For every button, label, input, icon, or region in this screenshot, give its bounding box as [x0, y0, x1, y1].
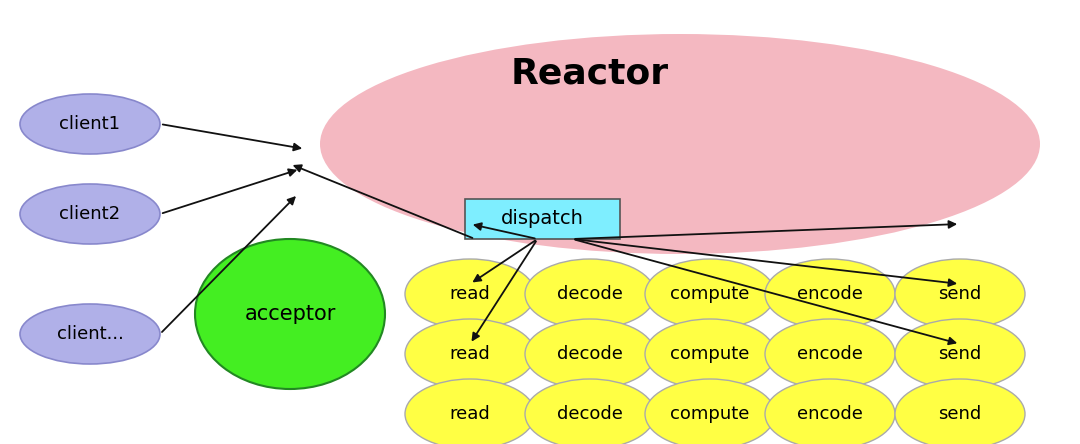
Text: encode: encode: [797, 345, 863, 363]
Text: decode: decode: [557, 405, 623, 423]
Ellipse shape: [320, 34, 1040, 254]
Ellipse shape: [525, 379, 654, 444]
Text: read: read: [449, 405, 490, 423]
Ellipse shape: [645, 379, 775, 444]
Text: dispatch: dispatch: [501, 210, 584, 229]
Text: read: read: [449, 345, 490, 363]
Ellipse shape: [21, 184, 160, 244]
Text: compute: compute: [671, 285, 750, 303]
Text: client2: client2: [59, 205, 121, 223]
Text: Reactor: Reactor: [511, 57, 670, 91]
Ellipse shape: [195, 239, 384, 389]
Text: compute: compute: [671, 345, 750, 363]
Text: encode: encode: [797, 405, 863, 423]
Ellipse shape: [765, 259, 895, 329]
Text: send: send: [939, 345, 982, 363]
Text: send: send: [939, 405, 982, 423]
Ellipse shape: [21, 94, 160, 154]
Ellipse shape: [765, 319, 895, 389]
Text: decode: decode: [557, 285, 623, 303]
Text: send: send: [939, 285, 982, 303]
Ellipse shape: [765, 379, 895, 444]
Ellipse shape: [525, 319, 654, 389]
Text: read: read: [449, 285, 490, 303]
Text: client...: client...: [56, 325, 123, 343]
Ellipse shape: [405, 319, 535, 389]
Ellipse shape: [895, 379, 1025, 444]
Ellipse shape: [645, 259, 775, 329]
Ellipse shape: [895, 259, 1025, 329]
Text: acceptor: acceptor: [244, 304, 336, 324]
Ellipse shape: [405, 259, 535, 329]
Ellipse shape: [645, 319, 775, 389]
Text: decode: decode: [557, 345, 623, 363]
Ellipse shape: [405, 379, 535, 444]
FancyBboxPatch shape: [465, 199, 620, 239]
Text: encode: encode: [797, 285, 863, 303]
Ellipse shape: [21, 304, 160, 364]
Text: client1: client1: [59, 115, 121, 133]
Ellipse shape: [895, 319, 1025, 389]
Ellipse shape: [525, 259, 654, 329]
Text: compute: compute: [671, 405, 750, 423]
